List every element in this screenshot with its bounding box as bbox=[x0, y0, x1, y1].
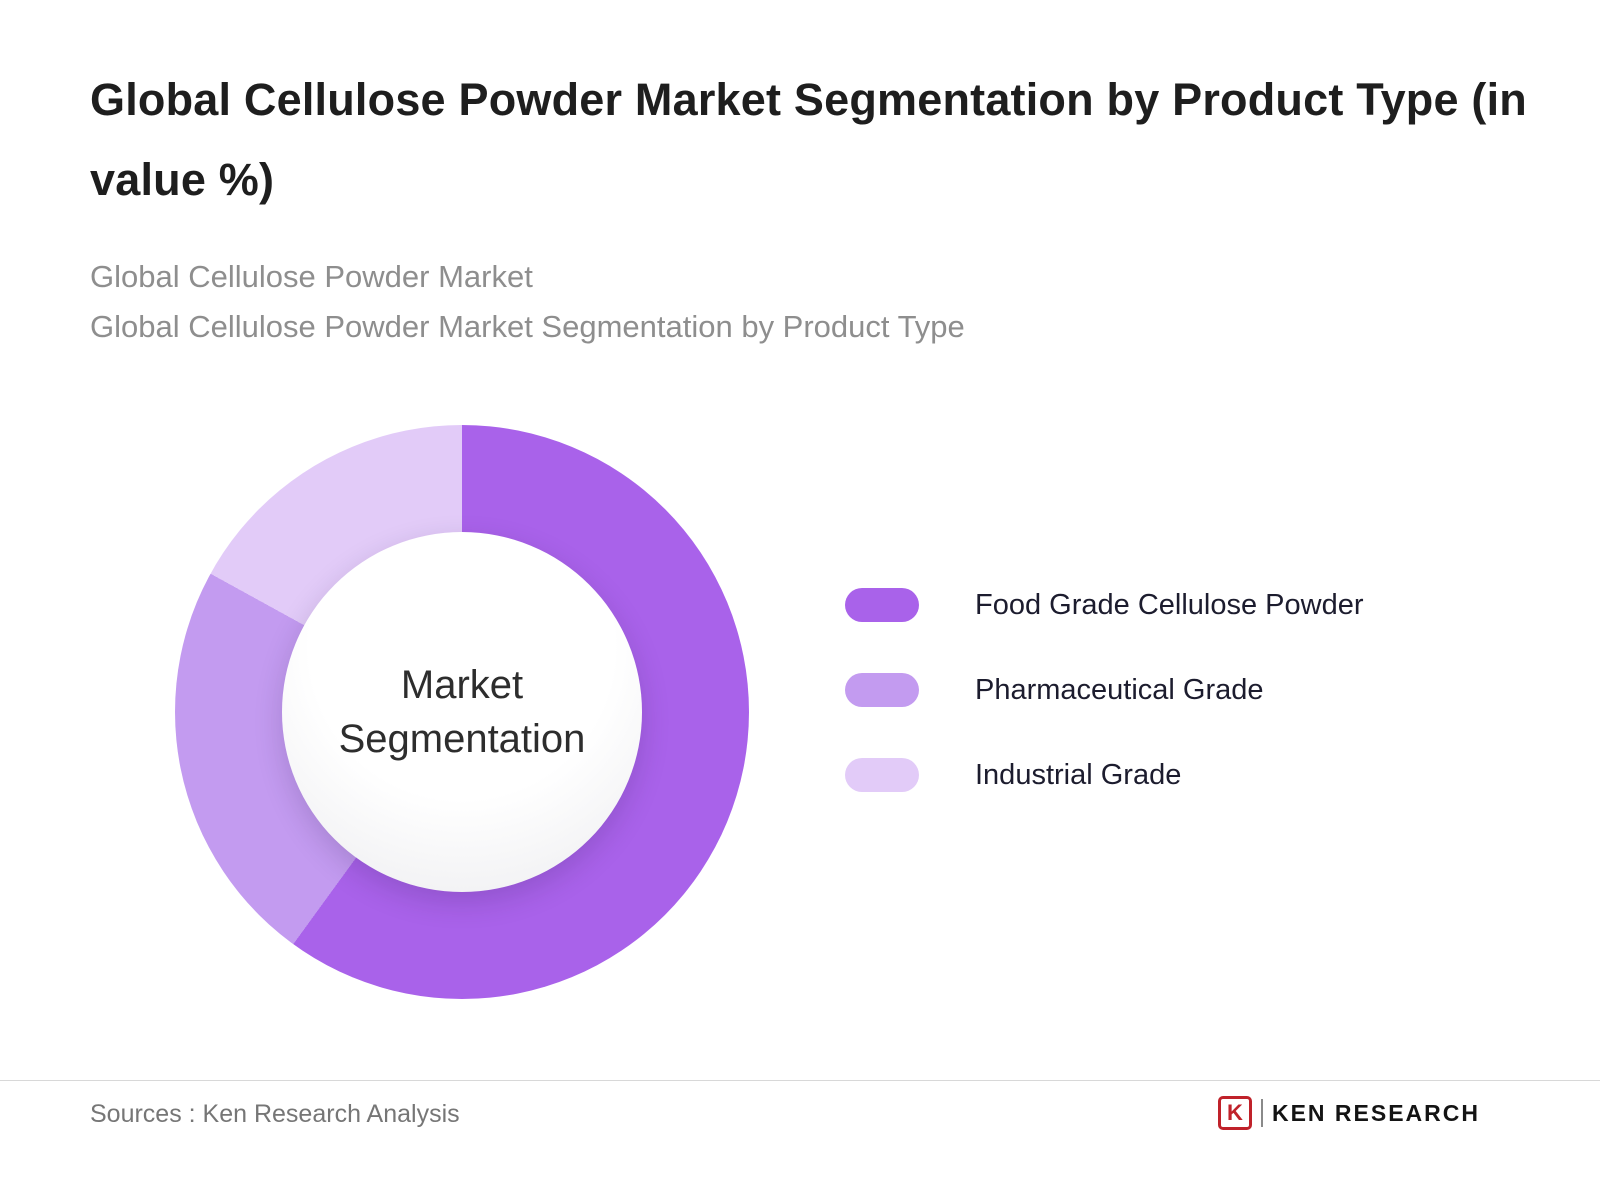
footer-divider bbox=[0, 1080, 1600, 1081]
subtitle-line-1: Global Cellulose Powder Market bbox=[90, 259, 533, 294]
page-title: Global Cellulose Powder Market Segmentat… bbox=[90, 74, 1527, 205]
ken-research-logo: K KEN RESEARCH bbox=[1217, 1096, 1480, 1130]
legend-swatch-pharmaceutical-grade bbox=[845, 673, 919, 707]
brand-name: KEN RESEARCH bbox=[1271, 1099, 1480, 1126]
legend-label-food-grade: Food Grade Cellulose Powder bbox=[975, 588, 1364, 621]
subtitle-block: Global Cellulose Powder Market Global Ce… bbox=[90, 252, 1490, 352]
legend-item-food-grade: Food Grade Cellulose Powder bbox=[845, 588, 1363, 622]
chart-legend: Food Grade Cellulose Powder Pharmaceutic… bbox=[845, 588, 1363, 792]
brand-k-icon: K bbox=[1217, 1096, 1252, 1130]
brand-separator bbox=[1260, 1099, 1263, 1127]
legend-swatch-industrial-grade bbox=[845, 758, 919, 792]
legend-item-pharmaceutical-grade: Pharmaceutical Grade bbox=[845, 673, 1363, 707]
legend-label-industrial-grade: Industrial Grade bbox=[975, 758, 1182, 791]
legend-label-pharmaceutical-grade: Pharmaceutical Grade bbox=[975, 673, 1264, 706]
sources-text: Sources : Ken Research Analysis bbox=[90, 1100, 460, 1128]
subtitle-line-2: Global Cellulose Powder Market Segmentat… bbox=[90, 309, 965, 344]
legend-swatch-food-grade bbox=[845, 588, 919, 622]
legend-item-industrial-grade: Industrial Grade bbox=[845, 758, 1363, 792]
donut-center-label: Market Segmentation bbox=[282, 532, 642, 892]
donut-chart: Market Segmentation bbox=[175, 425, 749, 999]
